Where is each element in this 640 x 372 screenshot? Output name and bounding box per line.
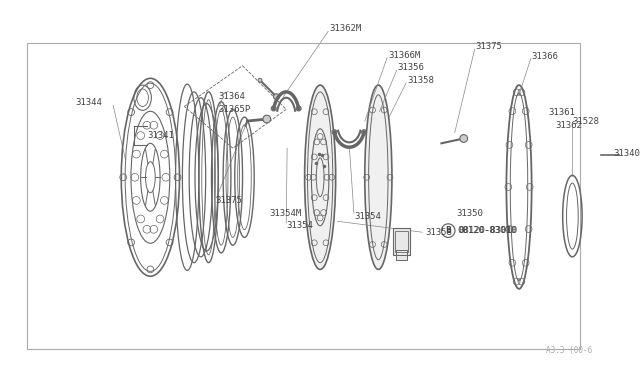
Text: 31354: 31354 xyxy=(354,212,381,221)
Text: 08120-83010: 08120-83010 xyxy=(457,226,516,235)
Circle shape xyxy=(271,106,276,111)
Text: A3.3 (00-6: A3.3 (00-6 xyxy=(545,346,592,355)
Text: 31366: 31366 xyxy=(532,51,559,61)
Ellipse shape xyxy=(305,85,335,269)
Text: 31354: 31354 xyxy=(286,221,313,230)
Text: 31362M: 31362M xyxy=(330,24,362,33)
Text: 31364: 31364 xyxy=(218,92,245,101)
Text: 31375: 31375 xyxy=(216,196,243,205)
Text: 31341: 31341 xyxy=(147,131,174,140)
Circle shape xyxy=(332,130,337,135)
Bar xyxy=(395,231,408,252)
Text: 31362: 31362 xyxy=(555,121,582,130)
Text: 31361: 31361 xyxy=(548,108,575,117)
Circle shape xyxy=(273,94,280,100)
Text: 31354M: 31354M xyxy=(269,209,302,218)
Text: 31528: 31528 xyxy=(572,118,599,126)
Text: 31375: 31375 xyxy=(476,42,502,51)
Ellipse shape xyxy=(365,85,392,269)
Circle shape xyxy=(362,130,367,135)
Text: B: B xyxy=(445,226,451,235)
Circle shape xyxy=(460,135,468,142)
Bar xyxy=(396,250,408,260)
Text: 31358: 31358 xyxy=(425,228,452,237)
Text: 31340: 31340 xyxy=(613,148,640,157)
Bar xyxy=(393,228,410,255)
Text: 31358: 31358 xyxy=(408,76,435,85)
Text: 31344: 31344 xyxy=(76,98,102,107)
Circle shape xyxy=(258,78,262,82)
Circle shape xyxy=(296,106,301,111)
Bar xyxy=(27,44,580,349)
Text: 31365P: 31365P xyxy=(218,105,250,114)
Text: 31366M: 31366M xyxy=(388,51,420,60)
Text: 31356: 31356 xyxy=(397,63,424,72)
Text: 31350: 31350 xyxy=(456,209,483,218)
Circle shape xyxy=(263,115,271,123)
Text: 08120-83010: 08120-83010 xyxy=(458,226,517,235)
